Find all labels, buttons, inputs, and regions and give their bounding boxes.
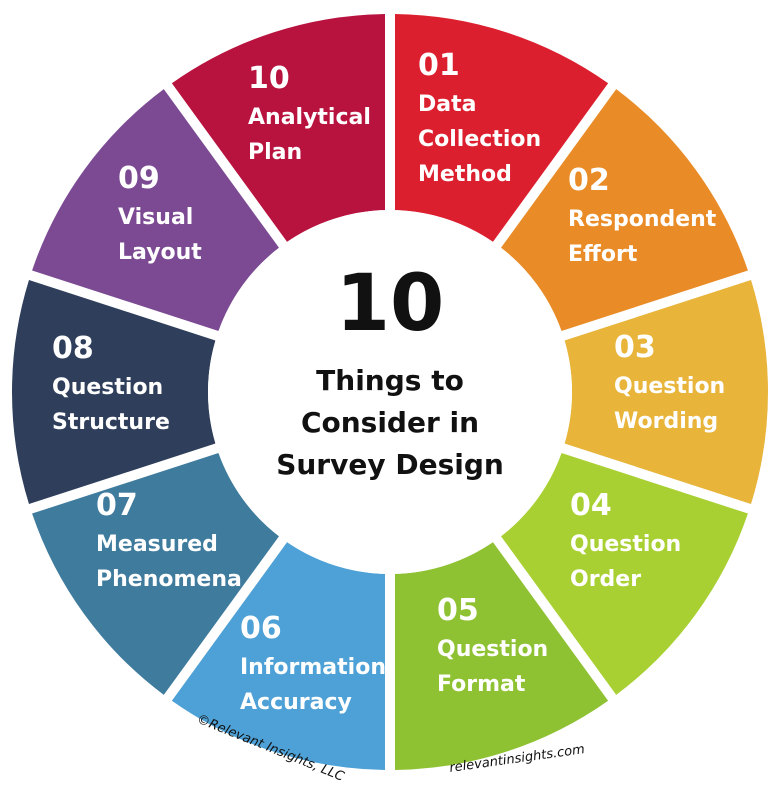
center-disc	[208, 210, 572, 574]
segment-label-02-line-2: Effort	[568, 242, 638, 267]
segment-number-06: 06	[240, 611, 282, 646]
segment-number-03: 03	[614, 330, 656, 365]
segment-number-01: 01	[418, 48, 460, 83]
segment-label-04-line-2: Order	[570, 567, 641, 592]
segment-label-01-line-2: Collection	[418, 127, 541, 152]
segment-label-10-line-2: Plan	[248, 140, 302, 165]
segment-label-06-line-2: Accuracy	[240, 690, 352, 715]
segment-label-08-line-1: Question	[52, 375, 163, 400]
segment-label-05-line-2: Format	[437, 672, 526, 697]
segment-label-03-line-2: Wording	[614, 409, 718, 434]
center-number: 10	[336, 259, 445, 349]
segment-label-06-line-1: Information	[240, 655, 386, 680]
segments-layer: 01 Data Collection Method 02 Respondent Effort…	[11, 14, 768, 770]
segment-label-08-line-2: Structure	[52, 410, 170, 435]
segment-05	[394, 542, 609, 770]
segment-number-10: 10	[248, 61, 290, 96]
segment-label-04-line-1: Question	[570, 532, 681, 557]
segment-label-01-line-3: Method	[418, 162, 512, 187]
segment-08	[11, 279, 216, 505]
segment-label-09-line-2: Layout	[118, 240, 202, 265]
segment-07	[32, 452, 280, 695]
segment-label-01-line-1: Data	[418, 92, 476, 117]
segment-03	[564, 279, 768, 505]
segment-label-02-line-1: Respondent	[568, 207, 717, 232]
segment-10	[171, 14, 386, 242]
segment-number-07: 07	[96, 488, 138, 523]
center-line-2: Consider in	[301, 406, 479, 439]
segment-label-07-line-1: Measured	[96, 532, 218, 557]
segment-01	[394, 14, 609, 242]
segment-number-05: 05	[437, 593, 479, 628]
segment-number-04: 04	[570, 488, 612, 523]
center-line-3: Survey Design	[276, 448, 504, 481]
center-line-1: Things to	[316, 364, 464, 397]
segment-label-10-line-1: Analytical	[248, 105, 371, 130]
segment-number-08: 08	[52, 331, 94, 366]
segment-06	[171, 542, 386, 770]
segment-09	[32, 89, 280, 332]
segment-02	[500, 89, 748, 332]
center-title: 10 Things to Consider in Survey Design	[276, 259, 504, 481]
segment-number-09: 09	[118, 161, 160, 196]
segment-number-02: 02	[568, 163, 610, 198]
segment-label-09-line-1: Visual	[118, 205, 193, 230]
segment-label-03-line-1: Question	[614, 374, 725, 399]
segment-label-07-line-2: Phenomena	[96, 567, 242, 592]
segment-04	[500, 452, 748, 695]
segment-label-05-line-1: Question	[437, 637, 548, 662]
